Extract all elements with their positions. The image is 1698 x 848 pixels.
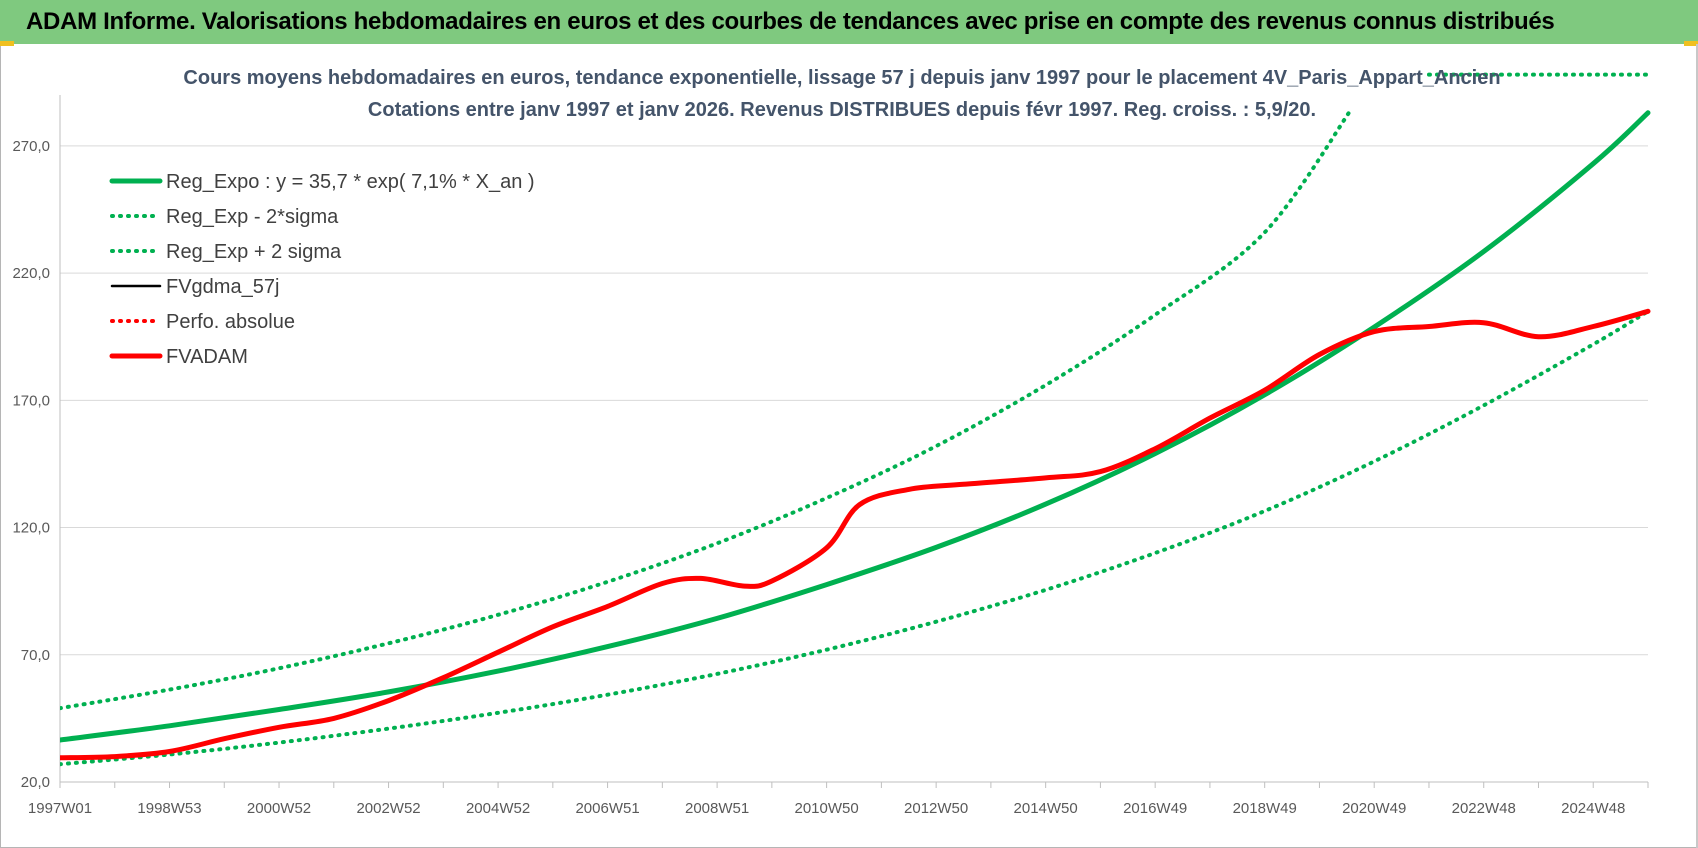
x-tick-label: 2004W52 (466, 800, 530, 817)
corner-mark-left (0, 41, 14, 46)
legend-label-1: Reg_Exp - 2*sigma (166, 206, 339, 228)
series-line-1 (60, 309, 1650, 767)
x-tick-label: 2008W51 (685, 800, 749, 817)
series-line-3 (60, 310, 1650, 760)
x-tick-label: 1998W53 (137, 800, 201, 817)
y-axis: 20,0 70,0 120,0 170,0 220,0 270,0 (12, 95, 61, 791)
legend: Reg_Expo : y = 35,7 * exp( 7,1% * X_an )… (109, 171, 535, 368)
x-axis: 1997W01 1998W53 2000W52 2002W52 2004W52 2006W… (28, 781, 1649, 817)
x-tick-label: 2024W48 (1561, 800, 1625, 817)
y-tick-label: 270,0 (12, 138, 50, 155)
x-tick-label: 2018W49 (1233, 800, 1297, 817)
chart-title: Cours moyens hebdomadaires en euros, ten… (183, 67, 1500, 89)
report-banner: ADAM Informe. Valorisations hebdomadaire… (0, 0, 1698, 44)
legend-label-5: FVADAM (166, 346, 248, 368)
series-line-5 (60, 308, 1651, 761)
y-tick-label: 120,0 (12, 520, 50, 537)
y-tick-label: 70,0 (21, 647, 50, 664)
x-tick-label: 2014W50 (1014, 800, 1078, 817)
y-tick-label: 220,0 (12, 265, 50, 282)
legend-label-0: Reg_Expo : y = 35,7 * exp( 7,1% * X_an ) (166, 171, 535, 193)
series-lines (60, 72, 1651, 767)
corner-mark-right (1684, 41, 1698, 46)
x-tick-label: 2012W50 (904, 800, 968, 817)
legend-label-2: Reg_Exp + 2 sigma (166, 241, 342, 263)
x-tick-label: 2002W52 (356, 800, 420, 817)
report-title: ADAM Informe. Valorisations hebdomadaire… (26, 8, 1555, 35)
x-tick-label: 1997W01 (28, 800, 92, 817)
right-edge (1696, 44, 1698, 848)
x-tick-label: 2000W52 (247, 800, 311, 817)
x-tick-label: 2022W48 (1452, 800, 1516, 817)
x-tick-label: 2016W49 (1123, 800, 1187, 817)
x-tick-label: 2020W49 (1342, 800, 1406, 817)
x-tick-label: 2006W51 (575, 800, 639, 817)
x-tick-label: 2010W50 (795, 800, 859, 817)
series-line-0 (60, 110, 1651, 743)
y-tick-label: 170,0 (12, 392, 50, 409)
legend-label-3: FVgdma_57j (166, 276, 279, 298)
y-tick-label: 20,0 (21, 774, 50, 791)
chart-subtitle: Cotations entre janv 1997 et janv 2026. … (368, 99, 1316, 121)
legend-label-4: Perfo. absolue (166, 311, 295, 333)
series-line-2 (60, 105, 1355, 711)
